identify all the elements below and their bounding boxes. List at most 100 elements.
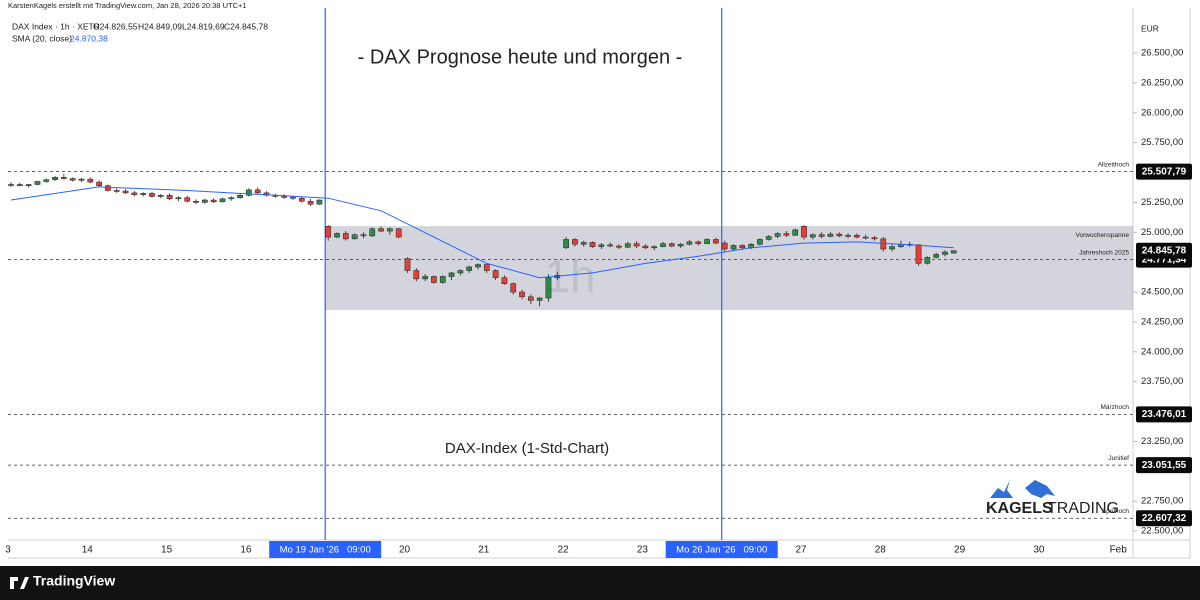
level-name: Allzeithoch	[1098, 161, 1130, 168]
candle-body	[845, 235, 851, 237]
candle-body	[704, 239, 710, 244]
candle-body	[193, 200, 199, 203]
y-tick-label: 24.000,00	[1141, 346, 1183, 357]
candle-body	[369, 228, 376, 237]
sma-label: SMA (20, close)	[12, 33, 72, 43]
y-tick-label: 25.250,00	[1141, 197, 1183, 208]
candle-body	[572, 239, 578, 245]
level-value: 23.051,55	[1142, 460, 1187, 471]
candle-body	[475, 264, 481, 268]
candle-body	[87, 178, 94, 183]
candle-body	[237, 195, 243, 198]
candle-body	[16, 184, 23, 186]
session-tag	[665, 541, 778, 558]
session-label: Mo 19 Jan '26 09:00	[280, 545, 371, 556]
candle-body	[184, 197, 191, 202]
session-tag	[269, 541, 382, 558]
candle-body	[686, 241, 693, 245]
candle-body	[448, 272, 455, 277]
candle-body	[519, 291, 525, 298]
candle-body	[149, 193, 155, 197]
currency: EUR	[1141, 23, 1159, 33]
x-tick-label: 20	[399, 545, 411, 556]
candle-body	[457, 270, 464, 274]
logo-bull	[990, 480, 1013, 498]
candle-body	[827, 233, 834, 237]
x-tick-label: Feb	[1110, 545, 1128, 556]
level-tag	[1136, 510, 1192, 527]
candle-body	[219, 198, 226, 203]
candle-body	[78, 178, 85, 181]
logo: KAGELS TRADING	[986, 480, 1119, 517]
candle-body	[792, 229, 799, 236]
logo-bold: KAGELS	[986, 500, 1053, 517]
candle-body	[201, 199, 208, 203]
candle-body	[713, 239, 719, 244]
candle-body	[598, 244, 605, 247]
candle-body	[166, 195, 173, 200]
candle-body	[210, 199, 217, 203]
ohlc-high: H24.849,09	[138, 21, 182, 31]
candle-body	[580, 242, 587, 245]
candle-body	[924, 257, 931, 264]
logo-bear	[1025, 480, 1055, 498]
y-tick-label: 24.500,00	[1141, 287, 1183, 298]
candle-body	[660, 243, 666, 247]
candle-body	[501, 277, 508, 284]
candle-body	[889, 246, 895, 250]
logo-light: TRADING	[1047, 500, 1119, 517]
candle-body	[61, 177, 67, 179]
candle-body	[774, 233, 781, 237]
x-tick-label: 3	[5, 545, 11, 556]
candle-body	[228, 197, 235, 200]
level-value: 22.607,32	[1142, 513, 1187, 524]
x-tick-label: 29	[954, 545, 966, 556]
candle-body	[307, 200, 314, 205]
candle-body	[290, 196, 296, 199]
brand-icon	[10, 577, 29, 589]
candle-body	[765, 236, 772, 240]
level-tag	[1136, 406, 1192, 423]
candle-body	[809, 234, 816, 238]
last-price-tag	[1136, 242, 1192, 259]
candle-body	[25, 184, 32, 186]
candle-body	[8, 184, 14, 186]
candle-body	[933, 254, 940, 258]
level-value: 24.771,34	[1142, 254, 1187, 265]
level-value: 25.507,79	[1142, 166, 1187, 177]
candle-body	[404, 258, 411, 271]
candle-body	[298, 197, 305, 202]
candle-body	[739, 245, 746, 249]
candle-body	[589, 242, 596, 247]
candle-body	[801, 226, 807, 238]
y-tick-label: 22.750,00	[1141, 496, 1183, 507]
candle-body	[633, 243, 640, 247]
candle-body	[316, 199, 323, 205]
candle-body	[862, 236, 869, 239]
sma-value: 24.870,38	[70, 33, 108, 43]
y-tick-label: 24.250,00	[1141, 316, 1183, 327]
candle-body	[43, 179, 50, 182]
candle-body	[281, 196, 287, 198]
candle-body	[34, 181, 41, 185]
candle-body	[483, 264, 490, 271]
level-name: Jahreshoch 2025	[1079, 249, 1129, 256]
x-tick-label: 15	[161, 545, 173, 556]
y-tick-label: 25.750,00	[1141, 137, 1183, 148]
candle-body	[105, 185, 111, 191]
x-tick-label: 28	[875, 545, 887, 556]
candle-body	[387, 228, 393, 232]
candle-body	[140, 193, 147, 195]
candle-body	[836, 233, 843, 237]
candle-body	[131, 192, 138, 195]
candle-body	[157, 195, 164, 197]
candle-body	[492, 270, 499, 278]
x-tick-label: 16	[240, 545, 252, 556]
y-tick-label: 26.000,00	[1141, 107, 1183, 118]
candle-body	[854, 235, 860, 238]
chart-subtitle: DAX-Index (1-Std-Chart)	[445, 440, 609, 457]
candle-body	[950, 250, 957, 254]
candle-body	[122, 190, 129, 194]
